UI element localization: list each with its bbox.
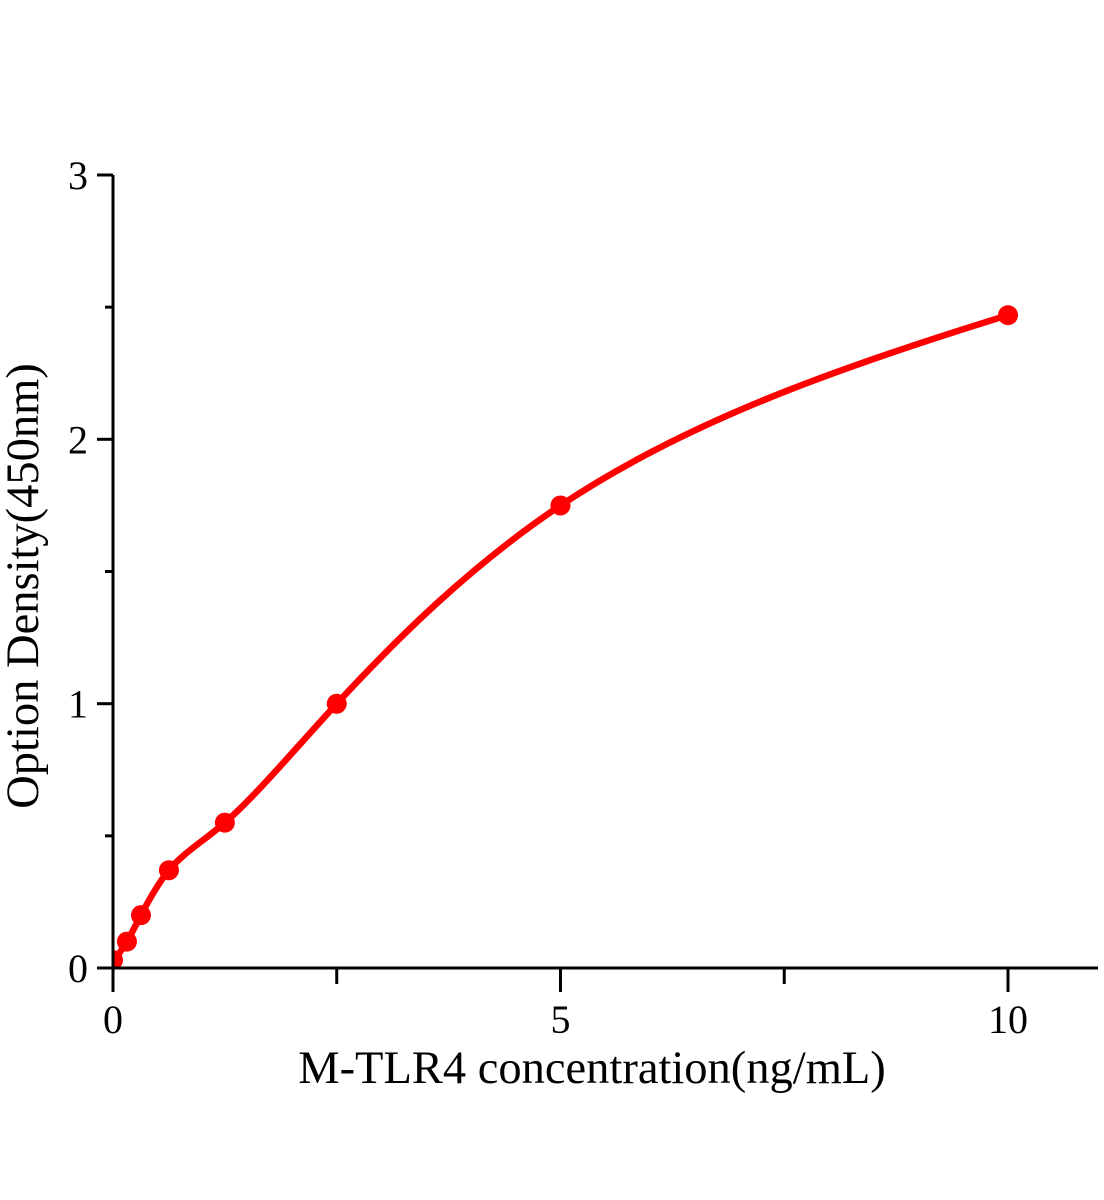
svg-text:M-TLR4 concentration(ng/mL): M-TLR4 concentration(ng/mL) — [298, 1043, 886, 1094]
svg-text:1: 1 — [68, 682, 88, 727]
svg-text:Option Density(450nm): Option Density(450nm) — [0, 363, 49, 809]
svg-text:3: 3 — [68, 153, 88, 198]
svg-text:5: 5 — [551, 997, 571, 1042]
svg-text:10: 10 — [988, 997, 1028, 1042]
svg-text:0: 0 — [103, 997, 123, 1042]
svg-text:0: 0 — [68, 946, 88, 991]
svg-text:2: 2 — [68, 417, 88, 462]
